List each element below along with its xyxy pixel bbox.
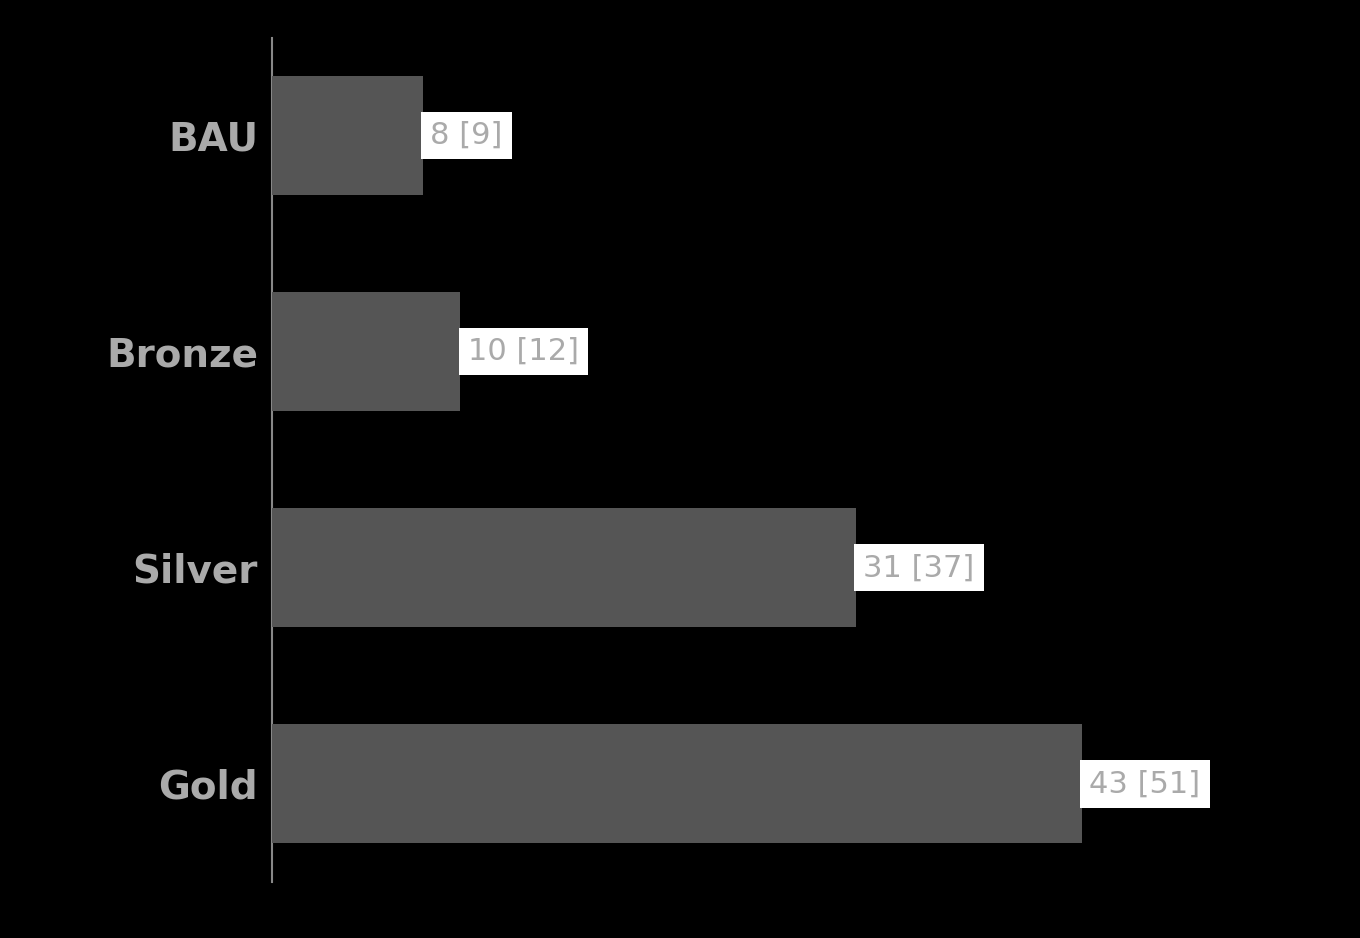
- Text: 10 [12]: 10 [12]: [468, 337, 579, 366]
- Bar: [272, 724, 1081, 843]
- Text: 31 [37]: 31 [37]: [864, 553, 975, 582]
- Text: 43 [51]: 43 [51]: [1089, 769, 1201, 798]
- Bar: [272, 76, 423, 195]
- Bar: [272, 508, 855, 628]
- Text: 8 [9]: 8 [9]: [430, 121, 503, 150]
- Bar: [272, 292, 460, 411]
